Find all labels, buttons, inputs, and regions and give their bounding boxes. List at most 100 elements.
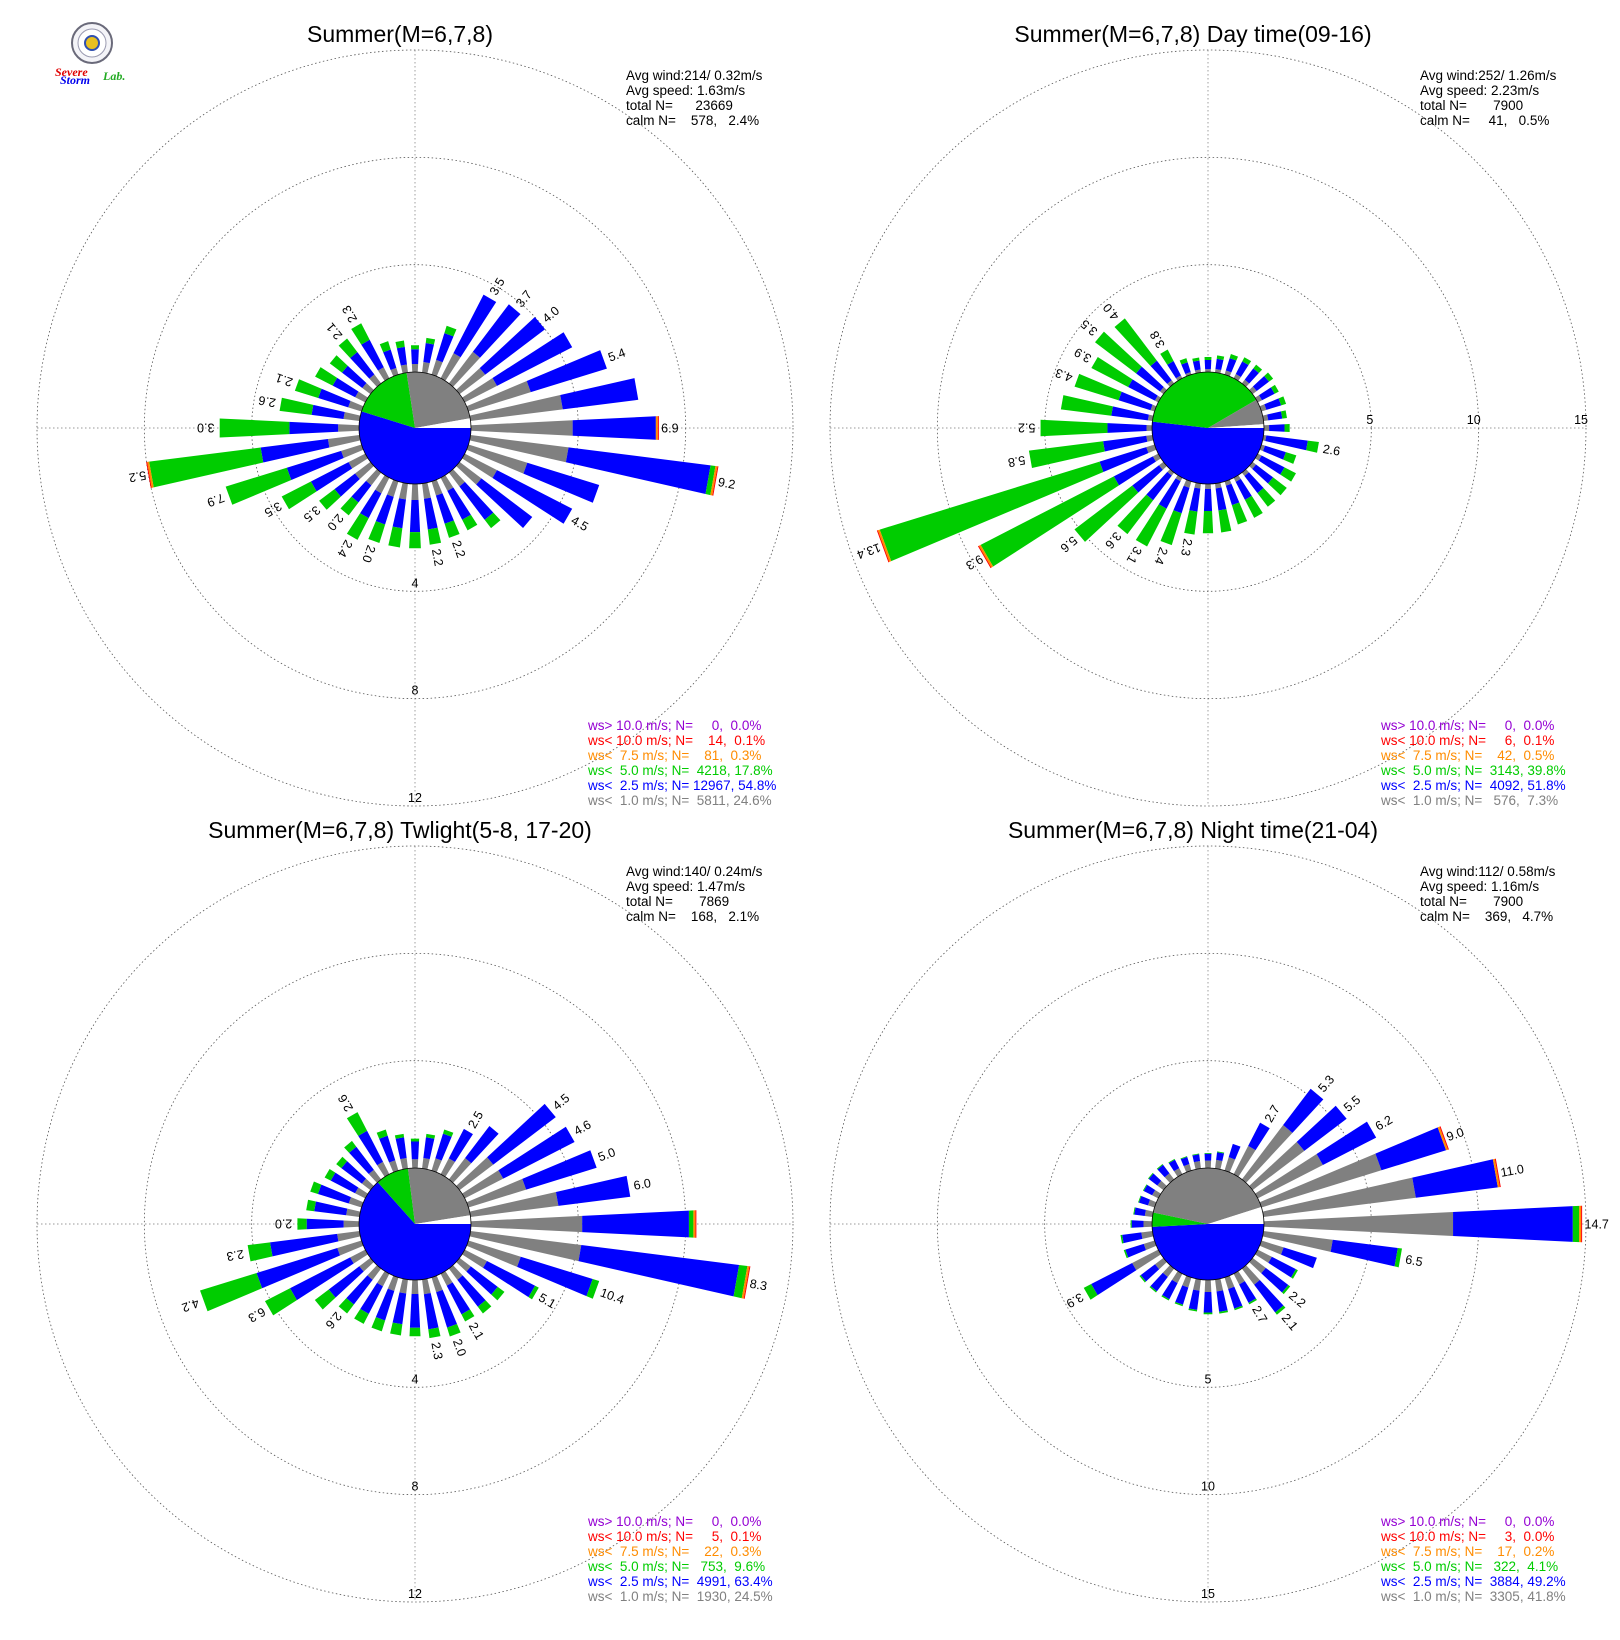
bar-50-lt2_5 [479, 317, 546, 375]
bar-170-lt2_5 [1216, 1290, 1228, 1312]
bar-90-lt1 [1263, 1212, 1454, 1236]
bar-300-lt2_5 [330, 1172, 359, 1194]
bar-90-lt7_5 [693, 1210, 696, 1238]
bar-230-lt5 [1139, 1275, 1146, 1283]
bar-20-lt1 [1224, 1157, 1236, 1173]
legend-entry: ws< 1.0 m/s; N= 3305, 41.8% [1380, 1589, 1566, 1604]
bar-250-lt5 [879, 461, 1104, 562]
bar-190-lt1 [1194, 482, 1201, 489]
bar-350-lt5 [394, 1133, 405, 1139]
range-ring [36, 49, 794, 807]
bar-230-lt5 [1074, 485, 1139, 542]
bar-320-lt5 [338, 338, 358, 358]
bar-280-lt1 [343, 412, 361, 421]
bar-120-lt2_5 [483, 1261, 536, 1298]
bar-220-lt2_5 [1150, 1272, 1168, 1292]
bar-100-lt5 [1394, 1247, 1402, 1268]
legend-entry: ws< 2.5 m/s; N= 4991, 63.4% [587, 1574, 773, 1589]
bar-190-lt2_5 [392, 1292, 407, 1325]
range-ring [829, 845, 1587, 1603]
bar-220-lt1 [366, 469, 382, 486]
bar-300-lt5 [324, 1168, 336, 1181]
bar-50-lt1 [1249, 1141, 1305, 1191]
pie-slice-lt1 [1153, 1168, 1262, 1224]
bar-value-label: 2.0 [324, 511, 346, 533]
legend-entry: ws< 1.0 m/s; N= 5811, 24.6% [587, 793, 772, 808]
bar-100-lt1 [469, 435, 569, 463]
bar-230-lt1 [359, 1257, 374, 1272]
bar-110-lt2_5 [1280, 1247, 1317, 1269]
bar-130-lt2_5 [1252, 464, 1274, 484]
legend-entry: ws< 5.0 m/s; N= 3143, 39.8% [1380, 763, 1566, 778]
bar-250-lt7_5 [877, 529, 892, 562]
bar-240-lt10 [977, 545, 992, 569]
bar-90-lt1 [1263, 425, 1270, 431]
bar-50-lt5 [1264, 372, 1274, 382]
bar-170-lt5 [427, 527, 442, 545]
bar-190-lt5 [390, 1322, 403, 1336]
bar-310-lt5 [1094, 331, 1142, 374]
bar-310-lt1 [1157, 1180, 1167, 1191]
bar-130-lt5 [1267, 477, 1287, 496]
bar-0-lt2_5 [1204, 1153, 1212, 1161]
bar-120-lt1 [1255, 1249, 1272, 1263]
bar-60-lt5 [1270, 384, 1279, 394]
bar-350-lt1 [1193, 1160, 1201, 1170]
bar-190-lt2_5 [392, 498, 406, 529]
bar-80-lt2_5 [1267, 411, 1283, 421]
bar-160-lt5 [1234, 1305, 1244, 1311]
ring-label: 4 [412, 576, 419, 590]
bar-10-lt2_5 [1215, 358, 1224, 371]
bar-210-lt1 [375, 475, 390, 494]
ring-label: 4 [412, 1372, 419, 1386]
stats-line: total N= 7900 [1420, 894, 1523, 909]
bar-240-lt7_5 [978, 544, 994, 568]
bar-80-lt1 [1262, 414, 1269, 421]
bar-10-lt2_5 [1216, 1152, 1225, 1162]
bar-40-lt2_5 [1283, 1088, 1324, 1133]
bar-value-label: 5.0 [596, 1145, 617, 1164]
bar-value-label: 2.0 [450, 1337, 469, 1358]
bar-340-lt2_5 [1180, 1156, 1190, 1167]
bar-180-lt1 [1204, 1279, 1212, 1292]
panel-title: Summer(M=6,7,8) Day time(09-16) [1014, 21, 1371, 47]
bar-160-lt2_5 [435, 493, 454, 524]
bar-70-lt2_5 [522, 1150, 597, 1190]
bar-100-lt2_5 [578, 1245, 740, 1297]
bar-value-label: 3.5 [1078, 317, 1100, 339]
bar-110-lt2_5 [523, 462, 600, 503]
bar-180-lt5 [409, 532, 421, 549]
bar-120-lt5 [1291, 1269, 1298, 1279]
bar-330-lt5 [1168, 1158, 1175, 1164]
bar-70-lt5 [1278, 396, 1287, 406]
bar-value-label: 2.0 [359, 543, 378, 564]
bar-90-lt10 [1581, 1205, 1583, 1243]
bar-260-lt5 [149, 447, 264, 488]
bar-140-lt5 [1275, 1305, 1286, 1315]
bar-100-lt1 [469, 1231, 582, 1262]
legend-entry: ws< 2.5 m/s; N= 4092, 51.8% [1380, 778, 1566, 793]
bar-170-lt5 [1218, 509, 1232, 533]
bar-120-lt5 [1280, 467, 1296, 482]
bar-40-lt1 [448, 351, 481, 387]
bar-250-lt10 [876, 530, 890, 563]
bar-140-lt5 [484, 512, 501, 529]
bar-90-lt1 [470, 420, 573, 436]
bar-340-lt2_5 [383, 349, 397, 370]
bar-100-lt10 [712, 466, 719, 496]
bar-270-lt1 [1143, 1220, 1153, 1228]
pie-slice-lt2_5 [1152, 421, 1264, 484]
bar-80-lt10 [1494, 1158, 1501, 1188]
bar-80-lt2_5 [1412, 1159, 1498, 1198]
bar-30-lt1 [440, 353, 461, 381]
bar-110-lt1 [466, 444, 528, 474]
bar-130-lt2_5 [466, 1266, 498, 1295]
bar-320-lt1 [369, 374, 382, 387]
bar-40-lt2_5 [1244, 368, 1259, 384]
bar-110-lt2_5 [517, 1256, 593, 1297]
bar-160-lt1 [431, 479, 443, 496]
bar-350-lt2_5 [1192, 360, 1201, 371]
bar-110-lt1 [1259, 1240, 1284, 1255]
bar-280-lt5 [1060, 395, 1113, 416]
bar-230-lt5 [314, 1289, 336, 1310]
